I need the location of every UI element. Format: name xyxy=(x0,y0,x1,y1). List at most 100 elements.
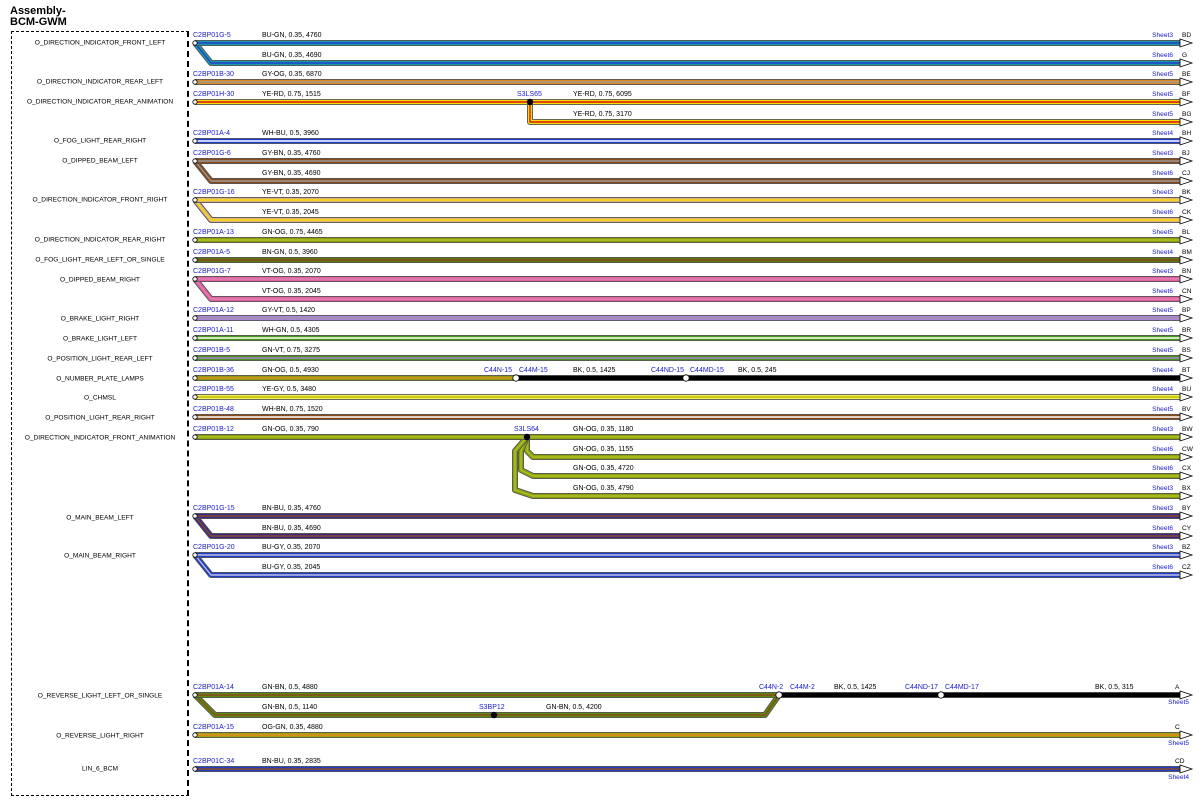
sheet-link[interactable]: Sheet4 xyxy=(1152,367,1173,374)
pin-label[interactable]: C2BP01B-12 xyxy=(193,426,234,433)
sheet-link[interactable]: Sheet3 xyxy=(1152,268,1173,275)
wire-end-arrow xyxy=(1179,471,1194,481)
sheet-link[interactable]: Sheet3 xyxy=(1152,485,1173,492)
connector-label[interactable]: C44ND-15 xyxy=(651,367,684,374)
inline-connector xyxy=(682,374,690,382)
ref-label: CX xyxy=(1182,465,1192,472)
pin-label[interactable]: C2BP01G-6 xyxy=(193,150,231,157)
pin-label[interactable]: C2BP01A-14 xyxy=(193,684,234,691)
pin-label[interactable]: C2BP01B-36 xyxy=(193,367,234,374)
ref-label: CY xyxy=(1182,525,1192,532)
connector-label[interactable]: C44M-15 xyxy=(519,367,548,374)
splice-label[interactable]: S3LS64 xyxy=(514,426,539,433)
sheet-link[interactable]: Sheet5 xyxy=(1168,740,1189,747)
sheet-link[interactable]: Sheet3 xyxy=(1152,150,1173,157)
wire-spec-label: YE-RD, 0.75, 6095 xyxy=(573,91,632,98)
sheet-link[interactable]: Sheet3 xyxy=(1152,32,1173,39)
wire-spec-label: BN-BU, 0.35, 4690 xyxy=(262,525,321,532)
pin-label[interactable]: C2BP01A-11 xyxy=(193,327,233,334)
wire-stripe xyxy=(194,554,1180,576)
pin-label[interactable]: C2BP01G-20 xyxy=(193,544,235,551)
wire-end-arrow xyxy=(1179,313,1194,323)
pin-label[interactable]: C2BP01G-7 xyxy=(193,268,231,275)
connector-label[interactable]: C44N-2 xyxy=(759,684,783,691)
sheet-link[interactable]: Sheet4 xyxy=(1152,130,1173,137)
sheet-link[interactable]: Sheet6 xyxy=(1152,525,1173,532)
sheet-link[interactable]: Sheet3 xyxy=(1152,189,1173,196)
pin-label[interactable]: C2BP01G-16 xyxy=(193,189,235,196)
sheet-link[interactable]: Sheet3 xyxy=(1152,505,1173,512)
sheet-link[interactable]: Sheet5 xyxy=(1152,91,1173,98)
wire-spec-label: BU-GN, 0.35, 4690 xyxy=(262,52,322,59)
sheet-link[interactable]: Sheet5 xyxy=(1152,111,1173,118)
pin-label[interactable]: C2BP01A-15 xyxy=(193,724,234,731)
sheet-link[interactable]: Sheet6 xyxy=(1152,170,1173,177)
signal-label: O_DIRECTION_INDICATOR_REAR_RIGHT xyxy=(35,237,166,244)
sheet-link[interactable]: Sheet5 xyxy=(1152,327,1173,334)
connector-label[interactable]: C44N-15 xyxy=(484,367,512,374)
sheet-link[interactable]: Sheet4 xyxy=(1152,386,1173,393)
splice-label[interactable]: S3LS65 xyxy=(517,91,542,98)
sheet-link[interactable]: Sheet5 xyxy=(1168,699,1189,706)
sheet-link[interactable]: Sheet5 xyxy=(1152,406,1173,413)
connector-label[interactable]: C44MD-17 xyxy=(945,684,979,691)
sheet-link[interactable]: Sheet6 xyxy=(1152,446,1173,453)
sheet-link[interactable]: Sheet5 xyxy=(1152,347,1173,354)
sheet-link[interactable]: Sheet6 xyxy=(1152,52,1173,59)
wire-spec-label: BU-GY, 0.35, 2070 xyxy=(262,544,320,551)
connector-label[interactable]: C44MD-15 xyxy=(690,367,724,374)
ref-label: BP xyxy=(1182,307,1191,314)
pin-label[interactable]: C2BP01G-15 xyxy=(193,505,235,512)
pin-label[interactable]: C2BP01A-4 xyxy=(193,130,230,137)
pin-label[interactable]: C2BP01B-5 xyxy=(193,347,230,354)
wire-end-arrow xyxy=(1179,764,1194,774)
signal-label: O_DIRECTION_INDICATOR_FRONT_LEFT xyxy=(35,40,166,47)
wire-spec-label: GY-BN, 0.35, 4760 xyxy=(262,150,321,157)
wire-end-arrow xyxy=(1179,690,1194,700)
pin-terminal xyxy=(192,257,198,263)
ref-label: CK xyxy=(1182,209,1192,216)
sheet-link[interactable]: Sheet6 xyxy=(1152,209,1173,216)
ref-label: BS xyxy=(1182,347,1191,354)
pin-terminal xyxy=(192,335,198,341)
wire-spec-label: BK, 0.5, 1425 xyxy=(834,684,877,691)
pin-terminal xyxy=(192,276,198,282)
sheet-link[interactable]: Sheet5 xyxy=(1152,229,1173,236)
wire-stripe xyxy=(194,694,780,716)
ref-label: A xyxy=(1175,684,1180,691)
signal-label: O_DIRECTION_INDICATOR_FRONT_RIGHT xyxy=(33,197,168,204)
sheet-link[interactable]: Sheet3 xyxy=(1152,426,1173,433)
pin-label[interactable]: C2BP01A-12 xyxy=(193,307,234,314)
splice-label[interactable]: S3BP12 xyxy=(479,704,505,711)
pin-label[interactable]: C2BP01C-34 xyxy=(193,758,234,765)
pin-terminal xyxy=(192,197,198,203)
wire-end-arrow xyxy=(1179,531,1194,541)
sheet-link[interactable]: Sheet4 xyxy=(1168,774,1189,781)
signal-label: O_BRAKE_LIGHT_LEFT xyxy=(63,336,137,343)
pin-label[interactable]: C2BP01B-55 xyxy=(193,386,234,393)
sheet-link[interactable]: Sheet5 xyxy=(1152,71,1173,78)
pin-label[interactable]: C2BP01A-13 xyxy=(193,229,234,236)
sheet-link[interactable]: Sheet5 xyxy=(1152,307,1173,314)
sheet-link[interactable]: Sheet6 xyxy=(1152,465,1173,472)
ref-label: BU xyxy=(1182,386,1191,393)
connector-label[interactable]: C44M-2 xyxy=(790,684,815,691)
signal-label: O_DIRECTION_INDICATOR_REAR_ANIMATION xyxy=(27,99,173,106)
signal-label: O_CHMSL xyxy=(84,395,116,402)
sheet-link[interactable]: Sheet6 xyxy=(1152,288,1173,295)
connector-label[interactable]: C44ND-17 xyxy=(905,684,938,691)
pin-label[interactable]: C2BP01H-30 xyxy=(193,91,234,98)
pin-label[interactable]: C2BP01B-30 xyxy=(193,71,234,78)
wire-end-arrow xyxy=(1179,58,1194,68)
pin-label[interactable]: C2BP01B-48 xyxy=(193,406,234,413)
sheet-link[interactable]: Sheet3 xyxy=(1152,544,1173,551)
wire-spec-label: GN-OG, 0.35, 790 xyxy=(262,426,319,433)
pin-label[interactable]: C2BP01G-5 xyxy=(193,32,231,39)
pin-terminal xyxy=(192,766,198,772)
sheet-link[interactable]: Sheet6 xyxy=(1152,564,1173,571)
pin-label[interactable]: C2BP01A-5 xyxy=(193,249,230,256)
inline-connector xyxy=(937,691,945,699)
wire-stripe xyxy=(194,278,1180,300)
sheet-link[interactable]: Sheet4 xyxy=(1152,249,1173,256)
splice-dot xyxy=(490,711,498,719)
